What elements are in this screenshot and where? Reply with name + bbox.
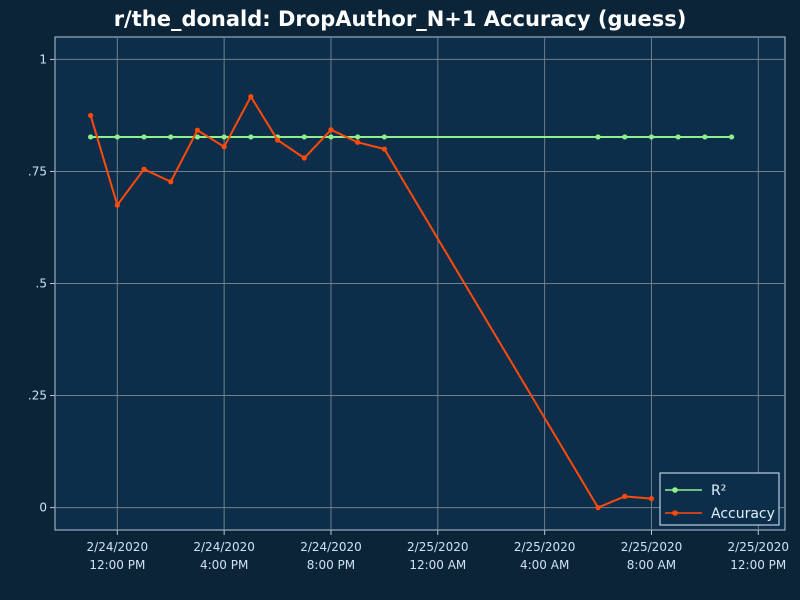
data-point <box>595 134 601 140</box>
legend-swatch-marker <box>672 487 678 493</box>
data-point <box>114 134 120 140</box>
y-tick-label: .25 <box>28 389 47 403</box>
x-tick-label: 2/25/2020 4:00 AM <box>514 540 576 572</box>
x-tick-label: 2/24/2020 4:00 PM <box>193 540 255 572</box>
x-tick-label: 2/25/2020 12:00 AM <box>407 540 469 572</box>
data-point <box>221 144 227 150</box>
y-tick-label: 1 <box>39 52 47 66</box>
data-point <box>728 134 735 140</box>
x-tick-label: 2/24/2020 8:00 PM <box>300 540 362 572</box>
data-point <box>114 202 120 208</box>
chart-title: r/the_donald: DropAuthor_N+1 Accuracy (g… <box>114 7 687 31</box>
data-point <box>88 134 94 140</box>
data-point <box>248 94 254 100</box>
data-point <box>622 134 628 140</box>
data-point <box>274 137 281 143</box>
data-point <box>648 134 655 140</box>
y-tick-label: .5 <box>36 277 47 291</box>
legend-label: R² <box>711 483 726 499</box>
data-point <box>595 504 601 511</box>
x-tick-label: 2/25/2020 8:00 AM <box>621 540 683 572</box>
x-tick-label: 2/25/2020 12:00 PM <box>728 540 790 572</box>
data-point <box>675 134 681 140</box>
y-tick-label: 0 <box>39 501 47 515</box>
data-point <box>648 496 655 502</box>
x-tick-label: 2/24/2020 12:00 PM <box>87 540 149 572</box>
data-point <box>221 134 227 140</box>
y-tick-label: .75 <box>28 164 47 178</box>
data-point <box>355 139 361 145</box>
data-point <box>194 134 201 140</box>
data-point <box>702 134 708 140</box>
legend-item: R² <box>665 483 726 499</box>
data-point <box>141 166 147 172</box>
data-point <box>194 127 201 133</box>
data-point <box>622 493 628 499</box>
data-point <box>88 112 94 119</box>
legend-label: Accuracy <box>711 506 775 522</box>
data-point <box>301 134 307 140</box>
legend-box <box>659 472 780 526</box>
data-point <box>168 134 174 140</box>
data-point <box>328 127 334 133</box>
data-point <box>301 155 307 161</box>
legend-swatch-marker <box>672 510 678 516</box>
series-accuracy <box>88 94 655 511</box>
data-point <box>381 146 387 152</box>
data-point <box>328 134 334 140</box>
series-r-squared <box>88 134 735 140</box>
legend-item: Accuracy <box>665 506 775 522</box>
data-point <box>355 134 361 140</box>
data-point <box>141 134 147 140</box>
data-point <box>248 134 254 140</box>
data-point <box>381 134 387 140</box>
data-point <box>168 179 174 185</box>
